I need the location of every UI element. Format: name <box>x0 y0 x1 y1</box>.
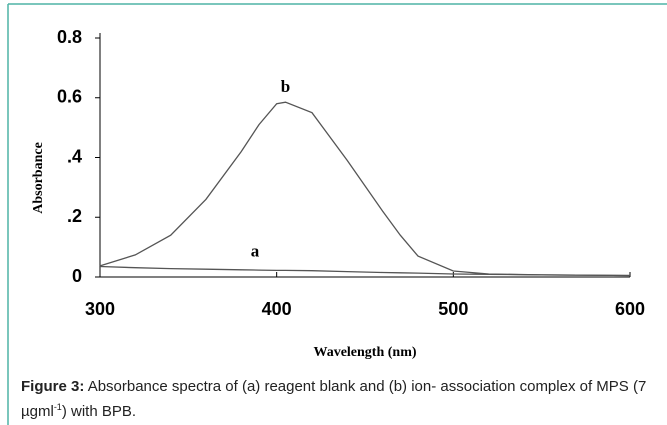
x-axis-label: Wavelength (nm) <box>313 345 416 360</box>
line-series <box>99 101 631 277</box>
y-tick-label: .2 <box>67 206 82 226</box>
y-axis-label: Absorbance <box>31 142 46 214</box>
x-tick-label: 500 <box>438 299 468 319</box>
x-tick-label: 300 <box>85 299 115 319</box>
caption-sup: -1 <box>53 402 62 412</box>
y-tick-label: .4 <box>67 146 82 166</box>
caption-label: Figure 3: <box>21 378 85 395</box>
y-tick-label: 0.6 <box>57 87 82 107</box>
y-tick-label: 0 <box>72 266 82 286</box>
caption-text: Absorbance spectra of (a) reagent blank … <box>21 378 647 420</box>
y-tick-label: 0.8 <box>57 27 82 47</box>
caption: Figure 3: Absorbance spectra of (a) reag… <box>21 376 657 422</box>
line-series <box>99 265 631 277</box>
x-tick-label: 400 <box>262 299 292 319</box>
caption-text-end: ) with BPB. <box>61 403 137 420</box>
x-tick-label: 600 <box>615 299 645 319</box>
series-label: a <box>251 242 260 261</box>
series-label: b <box>281 77 290 96</box>
